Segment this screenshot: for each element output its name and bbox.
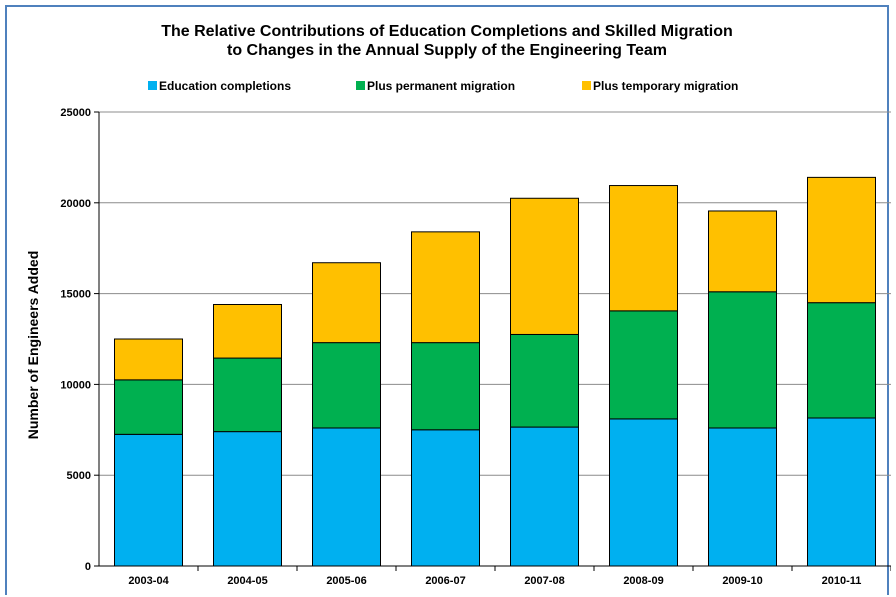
legend-label: Plus permanent migration	[367, 79, 515, 93]
bar-segment	[807, 417, 876, 567]
y-axis-label: Number of Engineers Added	[25, 251, 41, 440]
bar-segment	[411, 429, 480, 567]
y-tick-label: 0	[85, 561, 91, 573]
chart-title-line-2: to Changes in the Annual Supply of the E…	[227, 42, 667, 59]
legend: Education completions Plus permanent migr…	[148, 79, 738, 93]
bar-segment	[807, 176, 876, 304]
x-tick-label: 2010-11	[822, 575, 862, 587]
x-tick-label: 2005-06	[326, 575, 366, 587]
bar-segment	[510, 197, 579, 335]
legend-swatch	[148, 81, 157, 90]
chart-frame: The Relative Contributions of Education …	[5, 5, 891, 595]
bar-segment	[312, 262, 381, 344]
bar-segment	[312, 342, 381, 429]
x-tick-label: 2004-05	[227, 575, 267, 587]
bar-segment	[510, 333, 579, 428]
bar-segment	[114, 379, 183, 435]
axes	[94, 111, 891, 571]
bar-segment	[807, 302, 876, 419]
y-tick-labels: 0 5000 10000 15000 20000 25000	[60, 107, 91, 573]
legend-label: Education completions	[159, 79, 291, 93]
legend-swatch	[356, 81, 365, 90]
y-tick-label: 20000	[60, 198, 91, 210]
x-tick-label: 2009-10	[722, 575, 762, 587]
y-tick-label: 15000	[60, 289, 91, 301]
bar-segment	[510, 426, 579, 567]
x-tick-label: 2008-09	[623, 575, 663, 587]
bar-segment	[411, 342, 480, 431]
bar-segment	[213, 357, 282, 433]
bar-segment	[411, 231, 480, 344]
bar-segment	[312, 427, 381, 567]
x-tick-labels: 2003-04 2004-05 2005-06 2006-07 2007-08 2008-…	[128, 575, 861, 587]
bar-segment	[708, 291, 777, 429]
bar-segment	[708, 427, 777, 567]
bar-segment	[708, 210, 777, 293]
legend-label: Plus temporary migration	[593, 79, 738, 93]
y-tick-label: 5000	[67, 470, 91, 482]
bar-segment	[609, 185, 678, 312]
bar-segment	[213, 431, 282, 567]
chart-title-line-1: The Relative Contributions of Education …	[161, 23, 733, 40]
bar-segment	[609, 418, 678, 567]
legend-swatch	[582, 81, 591, 90]
bar-segment	[114, 338, 183, 381]
x-tick-label: 2003-04	[128, 575, 169, 587]
x-tick-label: 2007-08	[524, 575, 564, 587]
bar-segment	[609, 310, 678, 420]
bar-segment	[213, 303, 282, 359]
x-tick-label: 2006-07	[425, 575, 465, 587]
stacked-bar-chart: The Relative Contributions of Education …	[25, 23, 891, 587]
y-tick-label: 10000	[60, 379, 91, 391]
bars	[114, 176, 876, 567]
y-tick-label: 25000	[60, 107, 91, 119]
bar-segment	[114, 433, 183, 567]
